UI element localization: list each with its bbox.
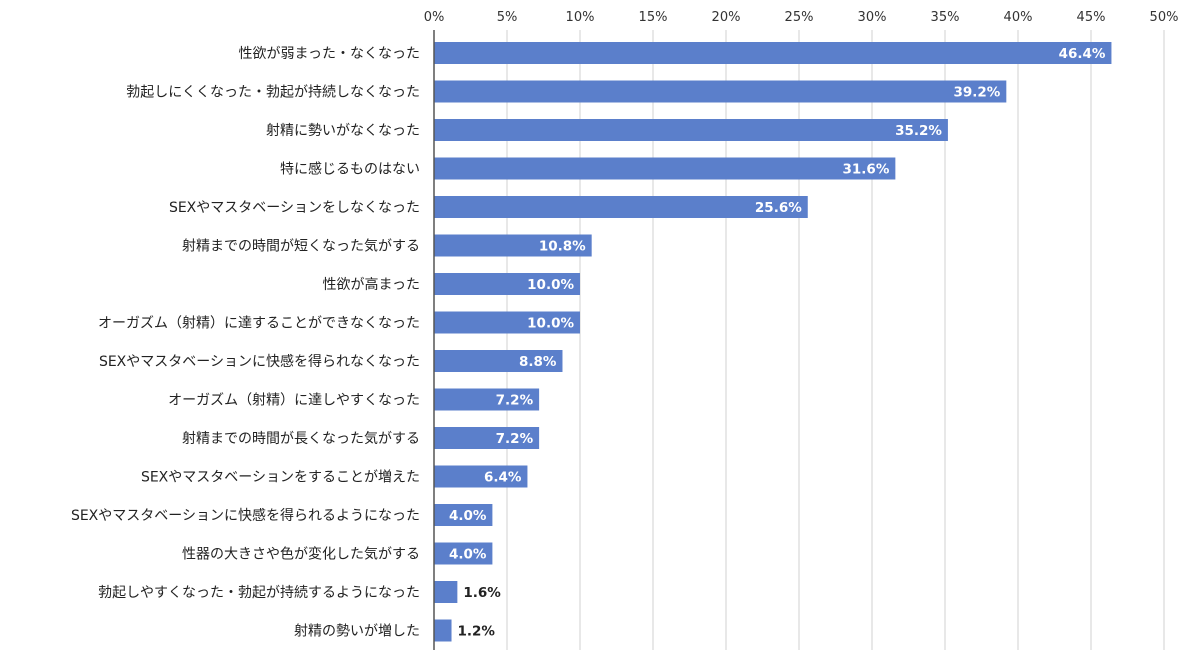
- category-label-layer: 性欲が弱まった・なくなった勃起しにくくなった・勃起が持続しなくなった射精に勢いが…: [71, 46, 420, 640]
- data-label: 7.2%: [496, 393, 534, 409]
- category-label: オーガズム（射精）に達しやすくなった: [168, 393, 420, 409]
- data-label: 39.2%: [953, 85, 1000, 101]
- bar: [434, 504, 493, 526]
- x-tick-label: 5%: [497, 10, 518, 25]
- bar: [434, 581, 458, 603]
- category-label: SEXやマスタベーションをしなくなった: [169, 200, 420, 216]
- data-label: 7.2%: [496, 431, 534, 447]
- bar: [434, 157, 896, 180]
- data-label: 1.6%: [463, 585, 501, 601]
- category-label: 射精までの時間が長くなった気がする: [182, 431, 420, 447]
- x-tick-label: 30%: [858, 10, 887, 25]
- bar: [434, 119, 948, 141]
- category-label: 性器の大きさや色が変化した気がする: [182, 546, 420, 563]
- data-label: 4.0%: [449, 547, 487, 563]
- data-label: 10.8%: [539, 239, 586, 255]
- bar: [434, 388, 540, 411]
- x-tick-label: 40%: [1004, 10, 1033, 25]
- data-label: 31.6%: [843, 162, 890, 178]
- category-label: オーガズム（射精）に達することができなくなった: [98, 316, 420, 332]
- category-label: 勃起しにくくなった・勃起が持続しなくなった: [126, 84, 420, 101]
- bar: [434, 465, 528, 488]
- data-label: 10.0%: [527, 316, 574, 332]
- bar: [434, 80, 1007, 103]
- category-label: 勃起しやすくなった・勃起が持続するようになった: [98, 584, 420, 601]
- category-label: 射精に勢いがなくなった: [266, 123, 420, 139]
- category-label: 射精の勢いが増した: [294, 624, 420, 640]
- bar: [434, 273, 580, 295]
- x-tick-label: 35%: [931, 10, 960, 25]
- data-label: 46.4%: [1059, 46, 1106, 62]
- x-tick-label: 50%: [1150, 10, 1179, 25]
- data-label-layer: 46.4% 39.2% 35.2% 31.6% 25.6% 10.8% 10.0% 10.0%…: [449, 46, 1106, 640]
- bar: [434, 619, 452, 642]
- data-label: 25.6%: [755, 200, 802, 216]
- data-label: 35.2%: [895, 123, 942, 139]
- bar: [434, 196, 808, 218]
- bar-layer: [434, 42, 1112, 642]
- data-label: 4.0%: [449, 508, 487, 524]
- bar: [434, 234, 592, 257]
- bar: [434, 42, 1112, 64]
- data-label: 6.4%: [484, 470, 522, 486]
- x-tick-label: 10%: [566, 10, 595, 25]
- x-tick-label: 25%: [785, 10, 814, 25]
- category-label: 性欲が高まった: [323, 276, 420, 293]
- x-tick-label: 0%: [424, 10, 445, 25]
- category-label: SEXやマスタベーションをすることが増えた: [141, 470, 420, 486]
- x-tick-layer: 0% 5% 10% 15% 20% 25% 30% 35% 40% 45% 50%: [424, 10, 1179, 25]
- x-tick-label: 20%: [712, 10, 741, 25]
- x-tick-label: 15%: [639, 10, 668, 25]
- data-label: 8.8%: [519, 354, 557, 370]
- x-tick-label: 45%: [1077, 10, 1106, 25]
- category-label: 性欲が弱まった・なくなった: [239, 46, 420, 62]
- bar: [434, 427, 540, 449]
- category-label: 特に感じるものはない: [280, 161, 420, 178]
- data-label: 1.2%: [458, 624, 496, 640]
- bar: [434, 350, 563, 372]
- data-label: 10.0%: [527, 277, 574, 293]
- bar: [434, 542, 493, 565]
- category-label: SEXやマスタベーションに快感を得られなくなった: [99, 353, 420, 370]
- category-label: SEXやマスタベーションに快感を得られるようになった: [71, 507, 420, 524]
- category-label: 射精までの時間が短くなった気がする: [182, 239, 420, 255]
- bar: [434, 311, 580, 334]
